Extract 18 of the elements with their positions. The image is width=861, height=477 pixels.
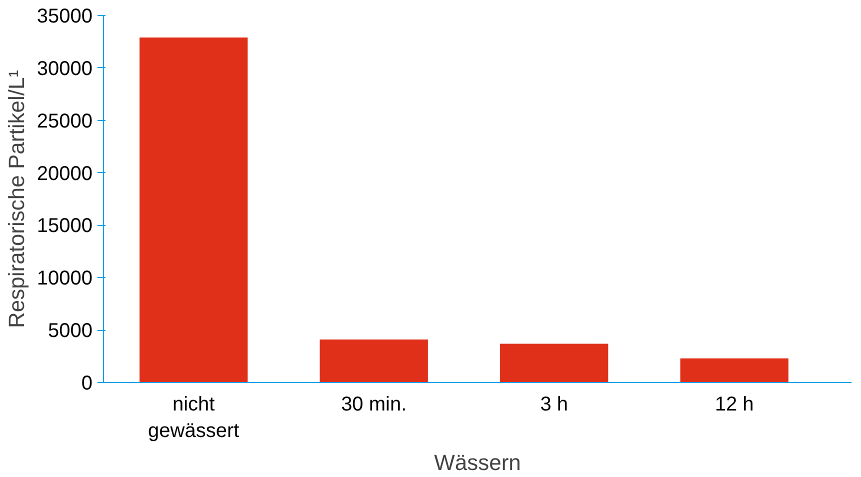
y-axis-title: Respiratorische Partikel/L¹ [4,70,29,328]
x-tick-label: 30 min. [341,394,407,416]
y-tick-label: 25000 [36,110,93,132]
y-tick-label: 20000 [36,162,93,185]
y-tick-label: 0 [81,372,92,394]
bar [500,344,608,382]
x-tick-label: nicht gewässert [148,394,240,442]
bar [320,340,428,382]
x-tick-label: 3 h [540,394,568,416]
y-tick-label: 15000 [36,215,93,238]
x-tick-label: 12 h [714,394,754,416]
bar [680,358,788,382]
y-tick-label: 10000 [36,268,93,290]
x-axis-title: Wässern [434,450,521,475]
y-tick-label: 35000 [36,6,93,28]
bar [140,38,248,382]
y-tick-label: 30000 [36,58,93,80]
y-tick-label: 5000 [48,320,93,342]
